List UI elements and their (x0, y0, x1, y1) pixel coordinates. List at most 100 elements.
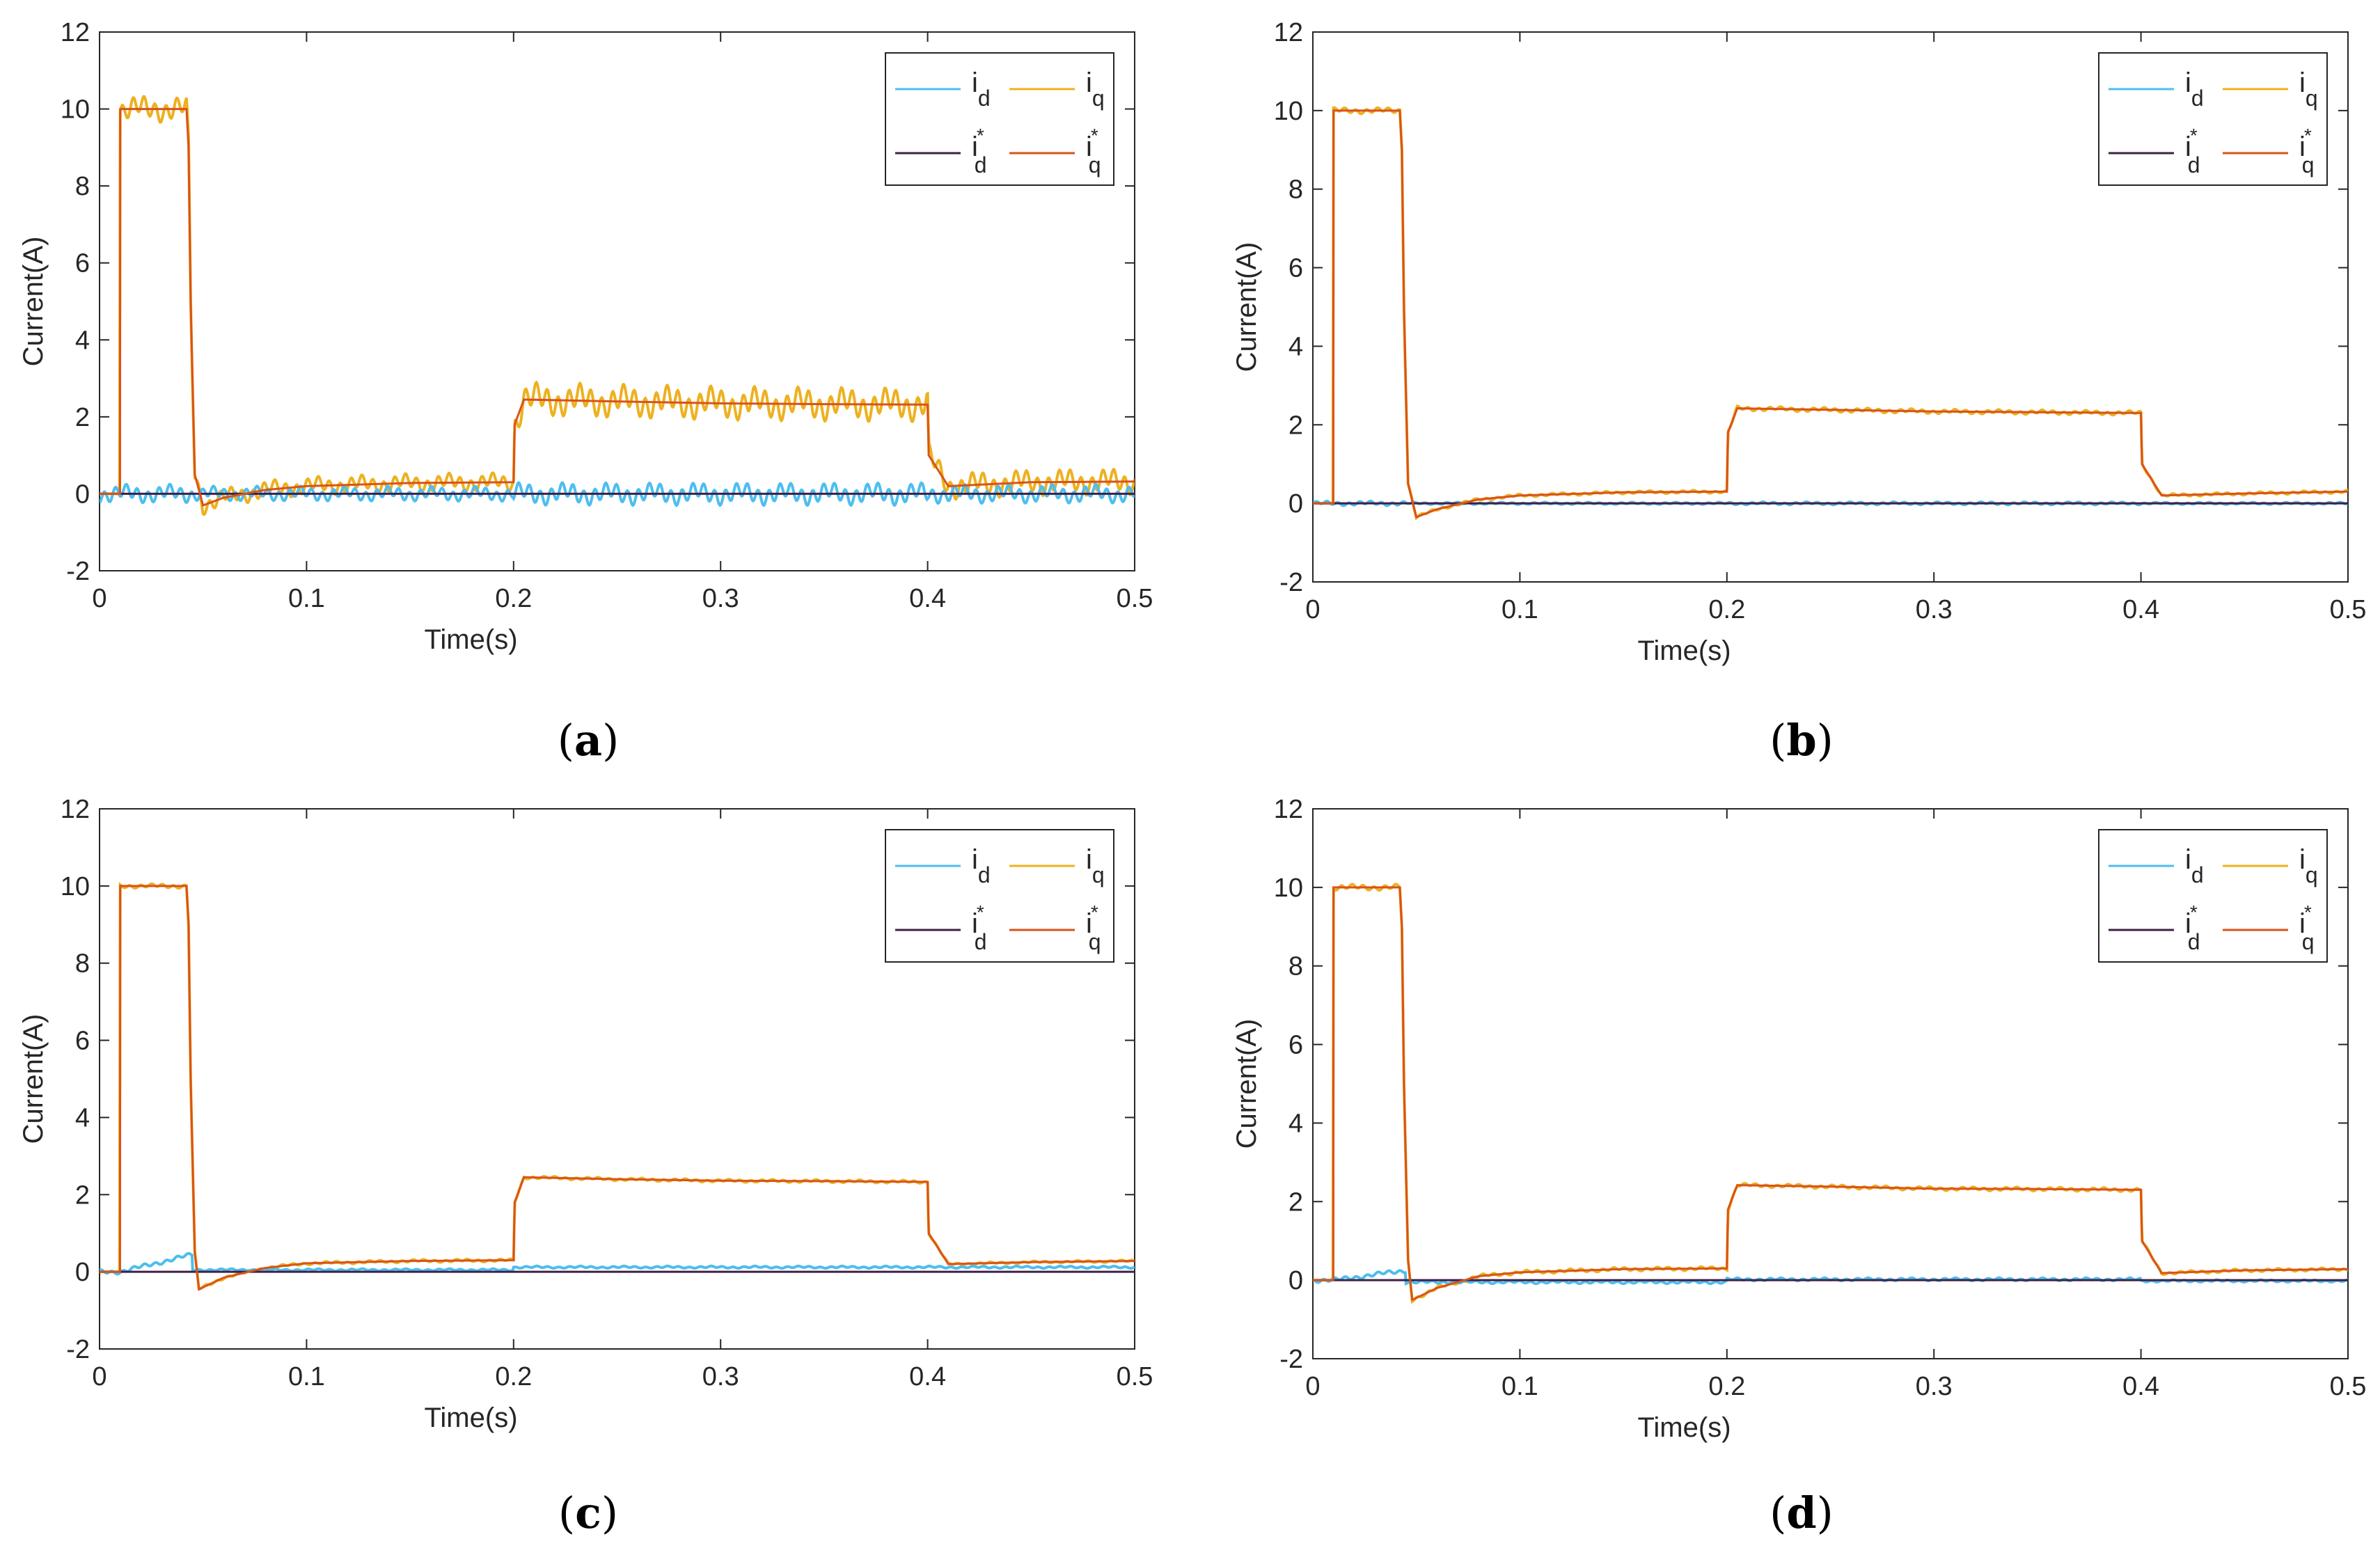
legend-entry: id (2185, 844, 2204, 887)
y-tick-label: 6 (75, 249, 90, 278)
legend-entry: i* q (2299, 901, 2315, 954)
x-tick-label: 0.5 (1117, 584, 1153, 613)
y-tick-label: 6 (75, 1027, 90, 1056)
y-tick-label: 12 (61, 18, 90, 47)
data-lines (100, 95, 1135, 516)
y-tick-label: 0 (75, 1258, 90, 1287)
iq-reference-line (100, 108, 1135, 507)
legend: id iq i* d i* q (2098, 52, 2328, 186)
data-lines (100, 882, 1135, 1291)
y-tick-label: 8 (75, 949, 90, 979)
legend-box (885, 829, 1114, 963)
x-tick-label: 0.2 (495, 1362, 532, 1391)
x-tick-label: 0.4 (2122, 595, 2159, 624)
y-axis-label: Current(A) (1231, 1019, 1262, 1149)
id-measured-line (100, 1252, 1135, 1276)
x-tick-label: 0 (1305, 1372, 1320, 1401)
panel-caption: (a) (558, 715, 620, 766)
legend-entry: id (972, 68, 991, 111)
iq-reference-line (1313, 109, 2348, 519)
x-tick-label: 0.3 (1916, 595, 1953, 624)
y-axis-label: Current(A) (18, 237, 49, 367)
data-lines (1313, 883, 2348, 1304)
x-tick-label: 0 (92, 584, 107, 613)
legend-entry: i* q (1086, 125, 1101, 177)
x-tick-label: 0.3 (702, 1362, 739, 1391)
y-tick-label: 12 (61, 795, 90, 824)
x-tick-label: 0.1 (288, 584, 325, 613)
iq-measured-line (100, 95, 1135, 516)
legend: id iq i* d i* q (885, 52, 1114, 186)
y-tick-label: 2 (1288, 411, 1303, 440)
y-tick-label: 6 (1288, 1031, 1303, 1060)
y-axis-label: Current(A) (1231, 242, 1262, 372)
y-tick-label: 2 (1288, 1187, 1303, 1217)
chart-panel-b: 0 0.1 0.2 0.3 0.4 0.5-2024681012Time(s)Curren… (1231, 18, 2366, 766)
x-tick-label: 0.1 (288, 1362, 325, 1391)
y-tick-label: 4 (75, 1103, 90, 1132)
chart-panel-a: 0 0.1 0.2 0.3 0.4 0.5-2024681012Time(s)Curren… (18, 18, 1153, 766)
x-axis-label: Time(s) (1637, 1412, 1731, 1443)
legend: id iq i* d i* q (885, 829, 1114, 963)
y-tick-label: 0 (1288, 1266, 1303, 1295)
legend-box (2098, 829, 2328, 963)
x-tick-label: 0 (1305, 595, 1320, 624)
panel-caption: (b) (1770, 715, 1834, 766)
panel-caption: (d) (1770, 1487, 1834, 1538)
legend-entry: id (2185, 68, 2204, 111)
x-tick-label: 0.4 (909, 1362, 946, 1391)
legend: id iq i* d i* q (2098, 829, 2328, 963)
y-tick-label: 10 (61, 872, 90, 901)
chart-panel-c: 0 0.1 0.2 0.3 0.4 0.5-2024681012Time(s)Curren… (18, 795, 1153, 1538)
id-measured-line (100, 481, 1135, 507)
y-tick-label: 0 (75, 480, 90, 509)
y-tick-label: 12 (1274, 18, 1303, 47)
x-axis-label: Time(s) (424, 1403, 517, 1433)
legend-entry: iq (2299, 68, 2318, 111)
x-axis-label: Time(s) (424, 624, 517, 655)
iq-reference-line (1313, 886, 2348, 1302)
iq-reference-line (100, 885, 1135, 1291)
legend-entry: iq (1086, 844, 1105, 887)
y-tick-label: -2 (1279, 1345, 1303, 1374)
chart-panel-d: 0 0.1 0.2 0.3 0.4 0.5-2024681012Time(s)Curren… (1231, 795, 2366, 1538)
legend-box (885, 52, 1114, 186)
legend-entry: iq (1086, 68, 1105, 111)
y-tick-label: 12 (1274, 795, 1303, 824)
legend-entry: iq (2299, 844, 2318, 887)
y-tick-label: 4 (1288, 1109, 1303, 1138)
x-tick-label: 0.1 (1502, 1372, 1538, 1401)
data-lines (1313, 106, 2348, 521)
y-tick-label: -2 (66, 557, 90, 586)
legend-entry: i* d (2185, 901, 2200, 954)
y-tick-label: 8 (75, 172, 90, 201)
y-tick-label: 8 (1288, 175, 1303, 205)
x-tick-label: 0.3 (702, 584, 739, 613)
y-tick-label: 8 (1288, 952, 1303, 981)
y-tick-label: 10 (61, 95, 90, 125)
legend-entry: i* q (1086, 901, 1101, 954)
y-tick-label: -2 (1279, 568, 1303, 597)
x-tick-label: 0.5 (1117, 1362, 1153, 1391)
x-tick-label: 0.5 (2330, 595, 2367, 624)
y-tick-label: 2 (75, 1181, 90, 1210)
y-tick-label: 6 (1288, 254, 1303, 283)
legend-entry: i* d (972, 901, 987, 954)
y-tick-label: 4 (1288, 332, 1303, 361)
y-tick-label: 4 (75, 326, 90, 355)
x-tick-label: 0.5 (2330, 1372, 2367, 1401)
legend-box (2098, 52, 2328, 186)
y-tick-label: 0 (1288, 489, 1303, 519)
y-tick-label: 2 (75, 403, 90, 432)
x-tick-label: 0.4 (2122, 1372, 2159, 1401)
y-axis-label: Current(A) (18, 1014, 49, 1144)
x-tick-label: 0.2 (495, 584, 532, 613)
x-tick-label: 0 (92, 1362, 107, 1391)
legend-entry: i* q (2299, 125, 2315, 177)
legend-entry: i* d (2185, 125, 2200, 177)
y-tick-label: 10 (1274, 97, 1303, 126)
x-tick-label: 0.4 (909, 584, 946, 613)
x-tick-label: 0.3 (1916, 1372, 1953, 1401)
y-tick-label: -2 (66, 1335, 90, 1364)
